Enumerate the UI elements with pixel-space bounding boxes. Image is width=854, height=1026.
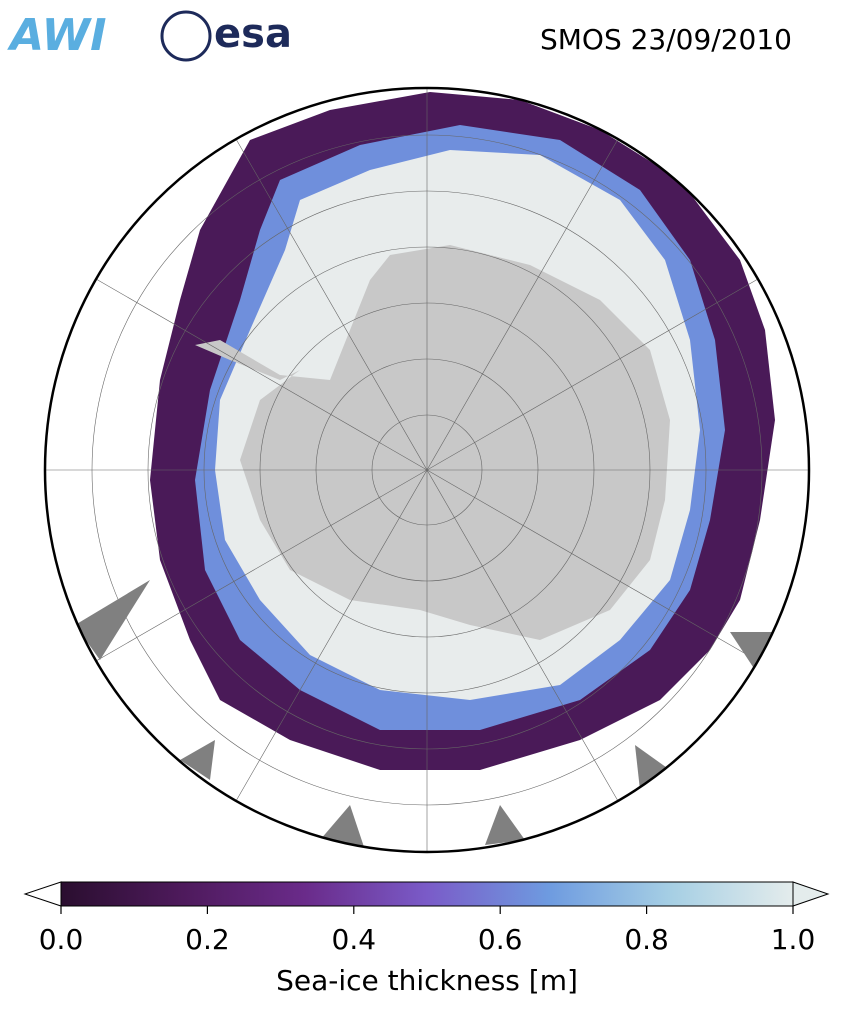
colorbar-extend-low (23, 881, 62, 907)
colorbar-tick-label: 0.4 (332, 923, 377, 956)
colorbar-tick-label: 0.0 (39, 923, 84, 956)
colorbar-tick-label: 0.8 (624, 923, 669, 956)
antarctica (195, 245, 670, 640)
colorbar-label: Sea-ice thickness [m] (276, 964, 578, 997)
esa-logo: esa (214, 11, 292, 57)
colorbar-tick-label: 1.0 (771, 923, 816, 956)
awi-logo: AWI (7, 10, 107, 61)
map-title: SMOS 23/09/2010 (540, 23, 792, 56)
colorbar-tick-label: 0.2 (185, 923, 230, 956)
map-boundary (43, 86, 811, 854)
map (45, 88, 809, 852)
colorbar-tick-label: 0.6 (478, 923, 523, 956)
colorbar-extend-high (792, 881, 830, 907)
graticule (45, 88, 809, 852)
logos: AWI esa (7, 10, 292, 62)
esa-emblem (160, 10, 212, 62)
colorbar: 0.0 0.2 0.4 0.6 0.8 1.0 (23, 881, 830, 956)
colorbar-scale (60, 881, 794, 907)
